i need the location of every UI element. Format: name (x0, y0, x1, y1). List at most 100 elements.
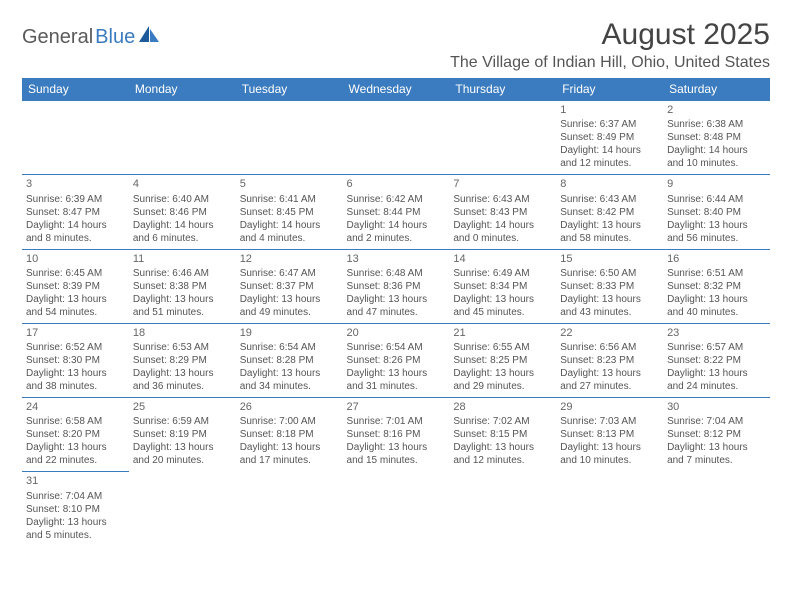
calendar-day-cell: 15Sunrise: 6:50 AMSunset: 8:33 PMDayligh… (556, 249, 663, 323)
daylight-text: Daylight: 13 hours (453, 441, 552, 454)
day-number: 18 (133, 326, 232, 340)
sunrise-text: Sunrise: 6:52 AM (26, 341, 125, 354)
sunset-text: Sunset: 8:34 PM (453, 280, 552, 293)
daylight-text: Daylight: 13 hours (667, 367, 766, 380)
daylight-text: Daylight: 13 hours (26, 293, 125, 306)
sunrise-text: Sunrise: 7:01 AM (347, 415, 446, 428)
day-number: 25 (133, 400, 232, 414)
day-number: 8 (560, 177, 659, 191)
sunset-text: Sunset: 8:47 PM (26, 206, 125, 219)
sunrise-text: Sunrise: 6:58 AM (26, 415, 125, 428)
calendar-empty-cell (449, 472, 556, 546)
calendar-empty-cell (449, 101, 556, 175)
day-number: 30 (667, 400, 766, 414)
calendar-empty-cell (663, 472, 770, 546)
day-header: Thursday (449, 78, 556, 101)
day-header: Friday (556, 78, 663, 101)
calendar-week-row: 3Sunrise: 6:39 AMSunset: 8:47 PMDaylight… (22, 175, 770, 249)
calendar-day-cell: 22Sunrise: 6:56 AMSunset: 8:23 PMDayligh… (556, 323, 663, 397)
day-number: 12 (240, 252, 339, 266)
sunrise-text: Sunrise: 6:57 AM (667, 341, 766, 354)
daylight-text: Daylight: 13 hours (560, 367, 659, 380)
sunrise-text: Sunrise: 7:03 AM (560, 415, 659, 428)
day-number: 10 (26, 252, 125, 266)
day-number: 24 (26, 400, 125, 414)
sunrise-text: Sunrise: 6:37 AM (560, 118, 659, 131)
daylight-text: Daylight: 14 hours (347, 219, 446, 232)
sunset-text: Sunset: 8:13 PM (560, 428, 659, 441)
sail-icon (139, 26, 161, 49)
daylight-text: Daylight: 13 hours (667, 219, 766, 232)
daylight-text: and 56 minutes. (667, 232, 766, 245)
header: General Blue August 2025 The Village of … (22, 18, 770, 72)
logo: General Blue (22, 26, 161, 49)
daylight-text: Daylight: 13 hours (560, 293, 659, 306)
calendar-day-cell: 7Sunrise: 6:43 AMSunset: 8:43 PMDaylight… (449, 175, 556, 249)
daylight-text: and 24 minutes. (667, 380, 766, 393)
calendar-day-cell: 28Sunrise: 7:02 AMSunset: 8:15 PMDayligh… (449, 398, 556, 472)
sunrise-text: Sunrise: 6:55 AM (453, 341, 552, 354)
daylight-text: Daylight: 14 hours (667, 144, 766, 157)
sunset-text: Sunset: 8:30 PM (26, 354, 125, 367)
sunset-text: Sunset: 8:40 PM (667, 206, 766, 219)
calendar-day-cell: 4Sunrise: 6:40 AMSunset: 8:46 PMDaylight… (129, 175, 236, 249)
day-number: 14 (453, 252, 552, 266)
daylight-text: Daylight: 13 hours (347, 367, 446, 380)
sunrise-text: Sunrise: 6:53 AM (133, 341, 232, 354)
sunrise-text: Sunrise: 6:54 AM (240, 341, 339, 354)
daylight-text: and 7 minutes. (667, 454, 766, 467)
daylight-text: and 40 minutes. (667, 306, 766, 319)
sunset-text: Sunset: 8:46 PM (133, 206, 232, 219)
logo-text-blue: Blue (95, 26, 135, 49)
page-title: August 2025 (450, 18, 770, 52)
sunset-text: Sunset: 8:12 PM (667, 428, 766, 441)
day-number: 1 (560, 103, 659, 117)
daylight-text: and 27 minutes. (560, 380, 659, 393)
daylight-text: and 12 minutes. (560, 157, 659, 170)
daylight-text: Daylight: 13 hours (26, 367, 125, 380)
daylight-text: and 2 minutes. (347, 232, 446, 245)
daylight-text: Daylight: 13 hours (240, 367, 339, 380)
sunset-text: Sunset: 8:37 PM (240, 280, 339, 293)
day-number: 16 (667, 252, 766, 266)
daylight-text: and 51 minutes. (133, 306, 232, 319)
daylight-text: Daylight: 14 hours (560, 144, 659, 157)
calendar-day-cell: 3Sunrise: 6:39 AMSunset: 8:47 PMDaylight… (22, 175, 129, 249)
day-number: 6 (347, 177, 446, 191)
daylight-text: Daylight: 14 hours (133, 219, 232, 232)
calendar-week-row: 10Sunrise: 6:45 AMSunset: 8:39 PMDayligh… (22, 249, 770, 323)
sunrise-text: Sunrise: 6:43 AM (453, 193, 552, 206)
sunrise-text: Sunrise: 6:42 AM (347, 193, 446, 206)
sunrise-text: Sunrise: 6:43 AM (560, 193, 659, 206)
daylight-text: Daylight: 13 hours (240, 293, 339, 306)
day-number: 15 (560, 252, 659, 266)
sunrise-text: Sunrise: 7:04 AM (667, 415, 766, 428)
day-number: 4 (133, 177, 232, 191)
calendar-day-cell: 19Sunrise: 6:54 AMSunset: 8:28 PMDayligh… (236, 323, 343, 397)
calendar-day-cell: 24Sunrise: 6:58 AMSunset: 8:20 PMDayligh… (22, 398, 129, 472)
sunrise-text: Sunrise: 6:41 AM (240, 193, 339, 206)
daylight-text: and 20 minutes. (133, 454, 232, 467)
calendar-week-row: 1Sunrise: 6:37 AMSunset: 8:49 PMDaylight… (22, 101, 770, 175)
calendar-day-cell: 11Sunrise: 6:46 AMSunset: 8:38 PMDayligh… (129, 249, 236, 323)
sunrise-text: Sunrise: 6:51 AM (667, 267, 766, 280)
sunrise-text: Sunrise: 6:38 AM (667, 118, 766, 131)
sunset-text: Sunset: 8:19 PM (133, 428, 232, 441)
calendar-day-cell: 23Sunrise: 6:57 AMSunset: 8:22 PMDayligh… (663, 323, 770, 397)
logo-text-general: General (22, 26, 93, 49)
calendar-empty-cell (129, 472, 236, 546)
calendar-day-cell: 18Sunrise: 6:53 AMSunset: 8:29 PMDayligh… (129, 323, 236, 397)
daylight-text: Daylight: 13 hours (26, 516, 125, 529)
sunrise-text: Sunrise: 6:50 AM (560, 267, 659, 280)
day-number: 19 (240, 326, 339, 340)
sunrise-text: Sunrise: 6:47 AM (240, 267, 339, 280)
sunrise-text: Sunrise: 7:00 AM (240, 415, 339, 428)
day-number: 11 (133, 252, 232, 266)
day-number: 9 (667, 177, 766, 191)
calendar-week-row: 17Sunrise: 6:52 AMSunset: 8:30 PMDayligh… (22, 323, 770, 397)
day-number: 26 (240, 400, 339, 414)
calendar-day-cell: 8Sunrise: 6:43 AMSunset: 8:42 PMDaylight… (556, 175, 663, 249)
sunset-text: Sunset: 8:48 PM (667, 131, 766, 144)
sunset-text: Sunset: 8:42 PM (560, 206, 659, 219)
calendar-empty-cell (236, 101, 343, 175)
